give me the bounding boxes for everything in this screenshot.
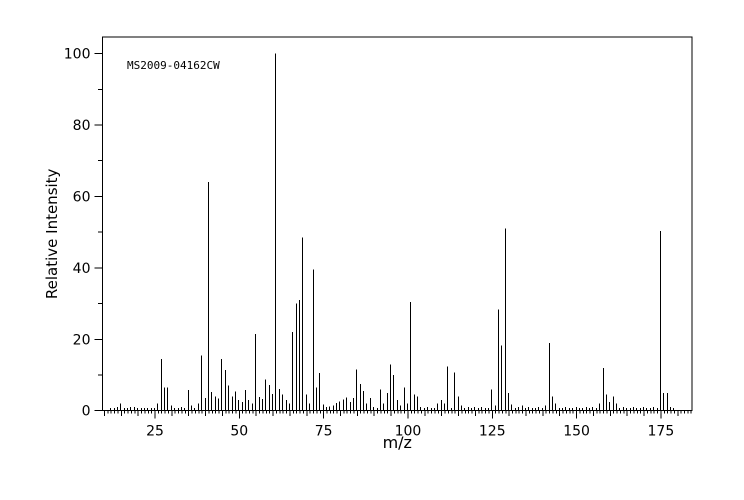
x-axis-tick-label: 25 — [146, 424, 164, 440]
spectrum-id-annotation: MS2009-04162CW — [127, 59, 220, 72]
x-axis-tick-label: 75 — [315, 424, 333, 440]
x-axis-tick-label: 150 — [563, 424, 590, 440]
x-axis-tick-label: 100 — [395, 424, 422, 440]
y-axis-tick-label: 20 — [73, 332, 91, 348]
y-axis-title: Relative Intensity — [43, 168, 61, 299]
x-axis-title: m/z — [383, 433, 412, 452]
y-axis-tick-label: 0 — [82, 404, 91, 420]
x-axis-tick-label: 50 — [230, 424, 248, 440]
x-axis-tick-label: 125 — [479, 424, 506, 440]
y-axis-tick-label: 80 — [73, 118, 91, 134]
y-axis-tick-label: 60 — [73, 189, 91, 205]
y-axis-tick-label: 40 — [73, 261, 91, 277]
x-axis-tick-label: 175 — [648, 424, 675, 440]
plot-border — [102, 36, 693, 412]
y-axis-tick-label: 100 — [64, 47, 91, 63]
